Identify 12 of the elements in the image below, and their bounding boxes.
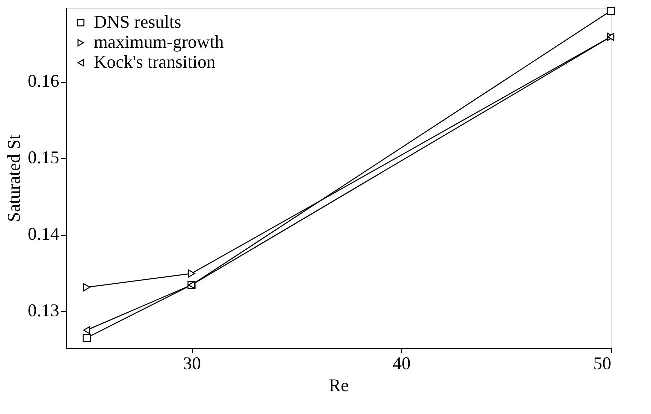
- y-tick-label: 0.13: [28, 300, 60, 321]
- y-tick-label: 0.15: [28, 148, 60, 168]
- legend-label: Kock's transition: [94, 52, 216, 72]
- y-axis-title: Saturated St: [4, 134, 24, 222]
- legend-label: maximum-growth: [94, 32, 224, 52]
- x-tick-label: 50: [594, 354, 612, 374]
- y-tick-label: 0.14: [28, 224, 60, 244]
- y-tick-label: 0.16: [28, 71, 60, 92]
- x-tick-label: 30: [183, 354, 202, 374]
- x-axis-title: Re: [329, 376, 350, 396]
- x-tick-label: 40: [392, 354, 411, 374]
- legend-label: DNS results: [94, 12, 182, 32]
